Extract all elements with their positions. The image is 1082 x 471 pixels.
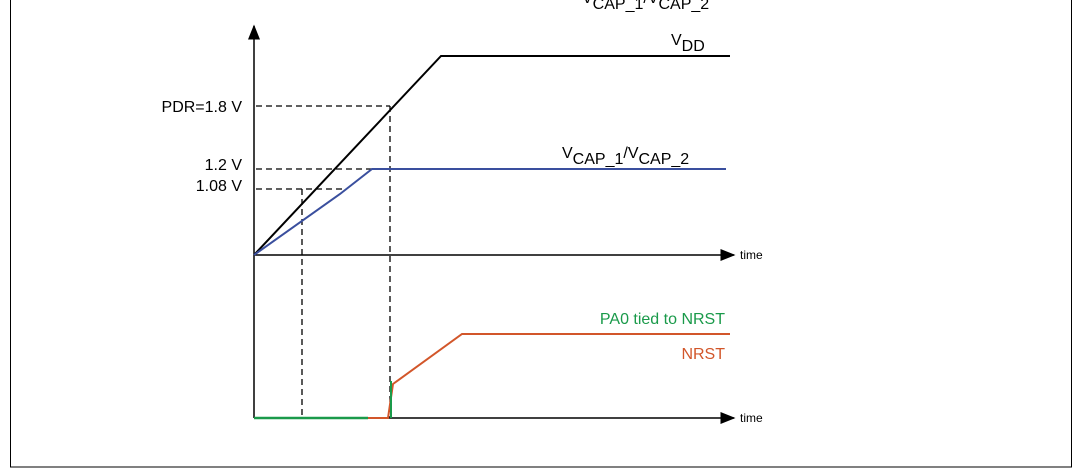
- curve-label: PA0 tied to NRST: [600, 311, 725, 328]
- level-label: 1.2 V: [205, 157, 243, 174]
- curve-label: NRST: [681, 346, 725, 363]
- label-part: V: [562, 145, 573, 162]
- label-part: V: [582, 0, 593, 7]
- curve-label: VCAP_1/VCAP_2: [562, 145, 689, 168]
- curve-label: VDD: [671, 32, 705, 55]
- subscript: CAP_2: [659, 0, 710, 13]
- subscript: CAP_2: [639, 151, 690, 168]
- subscript: CAP_1: [593, 0, 644, 13]
- cropped-label: VCAP_1/VCAP_2: [582, 0, 709, 13]
- subscript: CAP_1: [573, 151, 624, 168]
- axis-label: time: [740, 411, 763, 425]
- level-label: PDR=1.8 V: [162, 99, 243, 116]
- vcap-curve: [253, 168, 726, 256]
- guide: [256, 188, 345, 418]
- guide: [256, 105, 391, 418]
- frame: [10, 0, 1072, 468]
- label-part: V: [671, 32, 682, 49]
- label-part: /V: [643, 0, 658, 7]
- vdd-curve: [253, 55, 730, 256]
- axis-label: time: [740, 248, 763, 262]
- level-label: 1.08 V: [196, 178, 243, 195]
- label-part: /V: [623, 145, 638, 162]
- subscript: DD: [682, 38, 705, 55]
- nrst-curve: [368, 333, 730, 419]
